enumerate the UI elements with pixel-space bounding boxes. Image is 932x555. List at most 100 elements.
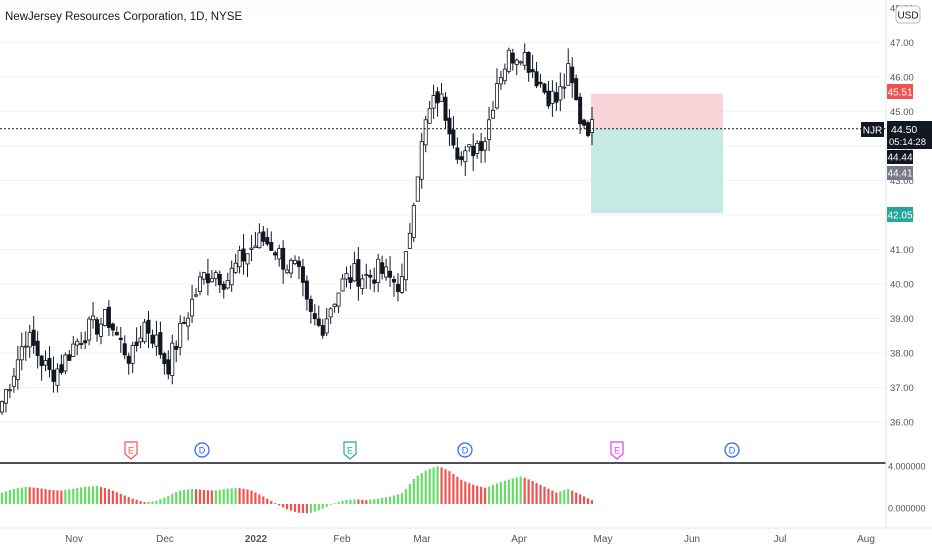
candle [471,133,476,172]
candle [526,51,531,82]
candle [281,240,286,284]
stop-price-label: 45.51 [887,84,913,99]
candle [91,302,96,329]
earnings-marker[interactable]: E [124,441,138,460]
candle [352,251,357,283]
candle [510,48,515,71]
candle [582,118,587,129]
candle [388,255,393,287]
earnings-marker[interactable]: E [610,441,624,460]
candle [138,325,143,349]
countdown-text: 05:14:28 [889,137,926,148]
candle [574,74,579,101]
candle [273,250,278,261]
candle [395,273,400,302]
candle [316,305,321,328]
candle [328,307,333,324]
candle [384,258,389,281]
event-marker-label: E [128,446,134,456]
candle [570,57,575,98]
candle [114,326,119,336]
grid-lines [0,7,886,423]
candle [201,271,206,285]
price-tick-label: 45.00 [890,107,914,118]
candle [443,92,448,129]
candle [178,315,183,356]
candle [186,312,191,341]
time-axis-label: Nov [65,534,83,545]
candle [79,332,84,349]
dividend-marker[interactable]: D [724,442,740,458]
candle [43,350,48,372]
candle [19,332,24,371]
candle [51,356,56,393]
candle [257,223,262,249]
time-axis-label: Jul [774,534,787,545]
candle [554,82,559,112]
candle [158,321,163,359]
candle [498,70,503,90]
candle [265,228,270,247]
time-axis-label: Dec [156,534,174,545]
avg-marker-text: 44.41 [887,169,912,180]
stop-price-text: 45.51 [887,88,912,99]
candle [578,92,583,135]
candle [170,334,175,385]
price-tick-label: 39.00 [890,314,914,325]
dividend-marker[interactable]: D [194,442,210,458]
candle [98,317,103,345]
candle [154,320,159,356]
candle [336,292,341,314]
price-tick-label: 47.00 [890,38,914,49]
time-axis-labels: Nov Dec 2022 Feb Mar Apr May Jun Jul Aug [65,534,875,545]
candle [312,304,317,326]
candle [83,331,88,349]
dividend-marker[interactable]: D [457,442,473,458]
take-profit-zone[interactable] [591,128,723,214]
candle [293,255,298,266]
candle [562,73,567,99]
close-marker-label: 44.44 [887,150,913,164]
currency-badge[interactable]: USD [895,5,921,24]
candle [205,258,210,296]
candle [304,275,309,311]
time-axis-label: 2022 [245,534,268,545]
price-tick-label: 46.00 [890,73,914,84]
candle [166,350,171,380]
candle [522,43,527,71]
candle [463,145,468,177]
candle [403,251,408,292]
candle [479,132,484,164]
candle [423,115,428,153]
candle [197,271,202,296]
candle [431,84,436,119]
candle [475,140,480,159]
candle [491,101,496,119]
event-marker-label: E [614,446,620,456]
time-axis-label: Aug [857,534,875,545]
avg-marker-label: 44.41 [887,166,913,180]
candle [518,60,523,66]
candle [340,274,345,292]
candle [308,295,313,324]
candle [7,383,12,399]
candle [344,266,349,288]
candle [289,258,294,279]
candle [225,272,230,290]
candle [506,47,511,74]
candle [368,269,373,290]
candle [320,318,325,339]
stop-loss-zone[interactable] [591,93,723,129]
candle [106,300,111,337]
time-axis-label: Jun [684,534,700,545]
candle [285,264,290,274]
candle [538,74,543,88]
candle [407,223,412,249]
indicator-axis-ticks: 4.000000 0.000000 [888,462,926,514]
earnings-marker[interactable]: E [343,441,357,460]
candle [455,137,460,164]
candle [494,68,499,110]
